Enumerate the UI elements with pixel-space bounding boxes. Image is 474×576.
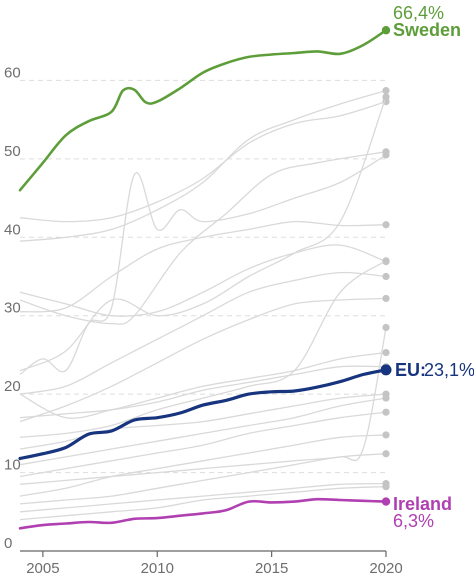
background-series-end-dot bbox=[382, 151, 390, 159]
y-tick-label: 20 bbox=[4, 378, 21, 395]
background-series-line bbox=[19, 297, 387, 423]
background-series-end-dot bbox=[382, 348, 390, 357]
background-series-end-dot bbox=[382, 294, 390, 303]
background-series-line bbox=[19, 154, 387, 376]
background-series-line bbox=[19, 271, 387, 395]
x-tick-label: 2005 bbox=[26, 560, 59, 576]
background-series-line bbox=[19, 411, 387, 478]
background-series-end-dot bbox=[382, 221, 390, 229]
background-series-line bbox=[19, 351, 387, 419]
series-name-sweden: Sweden bbox=[393, 20, 461, 40]
x-axis-ticks: 2005 2010 2015 2020 bbox=[26, 551, 403, 576]
series-value-sweden: 66,4% bbox=[393, 3, 444, 23]
background-series-line bbox=[19, 486, 387, 521]
x-tick-label: 2010 bbox=[141, 560, 174, 576]
x-tick-label: 2015 bbox=[255, 560, 288, 576]
series-line-eu bbox=[18, 368, 388, 461]
background-series-line bbox=[19, 89, 387, 242]
series-line-sweden bbox=[18, 28, 388, 192]
background-series-line bbox=[19, 244, 387, 317]
series-name-ireland: Ireland bbox=[393, 494, 452, 514]
background-series-end-dot bbox=[382, 87, 390, 95]
background-series-line bbox=[19, 96, 387, 372]
series-end-dot-sweden bbox=[381, 26, 391, 35]
background-series-line bbox=[19, 434, 387, 497]
background-series-line bbox=[19, 397, 387, 466]
background-series-line bbox=[19, 100, 387, 223]
background-series-line bbox=[19, 260, 387, 438]
y-tick-label: 30 bbox=[4, 300, 21, 317]
y-tick-label: 40 bbox=[4, 221, 21, 238]
background-series-end-dot bbox=[382, 394, 390, 402]
series-value-eu: 23,1% bbox=[424, 360, 474, 380]
background-series-end-dot bbox=[382, 483, 390, 491]
background-series-end-dot bbox=[382, 431, 390, 439]
series-line-ireland bbox=[18, 497, 388, 530]
series-end-dot-eu bbox=[380, 364, 392, 376]
highlight-series bbox=[18, 26, 392, 530]
y-tick-label: 0 bbox=[4, 535, 12, 552]
background-series-end-dot bbox=[382, 272, 390, 281]
background-series bbox=[19, 87, 390, 521]
background-series-line bbox=[19, 151, 387, 325]
background-series-line bbox=[19, 365, 387, 419]
background-series-line bbox=[19, 327, 387, 485]
series-end-dot-ireland bbox=[381, 497, 391, 506]
background-series-end-dot bbox=[382, 408, 390, 416]
background-series-end-dot bbox=[382, 93, 390, 101]
background-series-end-dot bbox=[382, 450, 390, 458]
background-series-end-dot bbox=[382, 323, 390, 332]
x-tick-label: 2020 bbox=[369, 560, 402, 576]
background-series-end-dot bbox=[382, 257, 390, 265]
background-series-line bbox=[19, 482, 387, 513]
y-tick-label: 10 bbox=[4, 457, 21, 474]
background-series-line bbox=[19, 220, 387, 313]
y-tick-label: 50 bbox=[4, 143, 21, 160]
series-name-eu: EU: bbox=[395, 360, 426, 380]
y-axis-ticks: 0 10 20 30 40 50 60 bbox=[4, 64, 21, 552]
y-tick-label: 60 bbox=[4, 64, 21, 81]
series-value-ireland: 6,3% bbox=[393, 511, 434, 531]
